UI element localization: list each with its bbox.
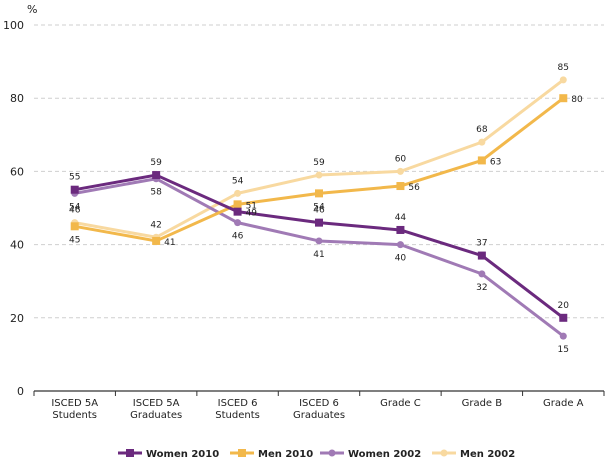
data-label: 32 [476, 283, 487, 293]
grid [34, 24, 604, 319]
legend-marker [238, 449, 246, 457]
x-tick-label: Grade A [543, 398, 584, 409]
y-tick-label: 0 [17, 385, 24, 398]
data-point [396, 241, 404, 249]
data-label: 46 [313, 206, 325, 216]
data-label: 46 [69, 206, 81, 216]
data-point [233, 200, 242, 209]
x-tick-label: ISCED 6 Students [215, 398, 260, 421]
data-point [396, 225, 405, 234]
data-label: 59 [313, 158, 325, 168]
legend-label: Women 2002 [348, 449, 421, 460]
data-label: 15 [558, 345, 569, 355]
data-label: 49 [246, 209, 258, 219]
x-tick-label: Grade B [462, 398, 503, 409]
data-point [559, 332, 567, 340]
legend: Women 2010 Men 2010 Women 2002 Men 2002 [118, 449, 515, 460]
data-point [70, 222, 79, 231]
data-label: 44 [395, 213, 407, 223]
data-point [315, 218, 323, 227]
data-label: 56 [408, 183, 420, 193]
data-label: 41 [164, 238, 175, 248]
data-point [152, 171, 161, 180]
legend-item: Women 2010 [118, 449, 219, 460]
legend-item: Women 2002 [320, 449, 421, 460]
data-label: 46 [232, 232, 244, 242]
series-men-2010: 45 41 51 54 56 63 80 [69, 94, 583, 248]
legend-label: Women 2010 [146, 449, 219, 460]
x-tick-label: ISCED 6 Graduates [293, 398, 345, 421]
data-label: 42 [150, 220, 161, 230]
data-point [559, 94, 568, 103]
data-label: 54 [232, 176, 244, 186]
legend-item: Men 2002 [432, 449, 515, 460]
data-label: 55 [69, 173, 80, 183]
x-tick-label: Grade C [380, 398, 421, 409]
data-label: 58 [150, 188, 162, 198]
data-point [152, 236, 161, 245]
series-women-2010: 55 59 49 46 44 37 20 [69, 158, 569, 322]
y-axis-ticks: 0 20 40 60 80 100 [3, 19, 24, 398]
legend-label: Men 2002 [460, 449, 515, 460]
data-point [315, 171, 323, 179]
data-label: 41 [313, 250, 324, 260]
data-point [315, 237, 323, 245]
data-point [478, 138, 486, 146]
data-point [396, 167, 404, 175]
data-label: 60 [395, 154, 407, 164]
data-label: 63 [490, 157, 501, 167]
data-point [234, 189, 242, 197]
data-label: 85 [558, 63, 569, 73]
x-tick-label: ISCED 5A Students [51, 398, 98, 421]
data-label: 68 [476, 125, 488, 135]
x-tick-label: ISCED 5A Graduates [130, 398, 182, 421]
data-point [70, 185, 79, 194]
data-label: 59 [150, 158, 162, 168]
data-label: 54 [69, 202, 81, 212]
x-axis: ISCED 5A Students ISCED 5A Graduates ISCED 6… [33, 390, 605, 421]
legend-label: Men 2010 [258, 449, 313, 460]
y-tick-label: 100 [3, 19, 24, 32]
data-point [396, 182, 405, 191]
data-label: 37 [476, 239, 487, 249]
data-label: 54 [313, 202, 325, 212]
legend-marker [328, 449, 336, 457]
data-label: 40 [395, 254, 407, 264]
data-point [233, 207, 242, 216]
y-tick-label: 60 [10, 165, 24, 178]
legend-marker [126, 449, 134, 457]
data-point [477, 156, 486, 165]
data-point [315, 189, 323, 198]
y-tick-label: 40 [10, 239, 24, 252]
y-tick-label: 80 [10, 92, 24, 105]
series-group: 46 42 54 59 60 68 85 54 58 46 41 40 32 15 45 41 51 54 56 63… [69, 63, 583, 355]
y-axis-label: % [27, 3, 37, 16]
data-point [559, 76, 567, 84]
data-label: 45 [69, 235, 80, 245]
data-point [477, 251, 486, 260]
data-point [559, 313, 568, 322]
y-tick-label: 20 [10, 312, 24, 325]
legend-marker [440, 449, 448, 457]
data-label: 51 [246, 201, 257, 211]
data-label: 80 [571, 95, 583, 105]
legend-item: Men 2010 [230, 449, 313, 460]
data-point [478, 270, 486, 278]
data-point [234, 219, 242, 227]
data-label: 20 [558, 301, 570, 311]
